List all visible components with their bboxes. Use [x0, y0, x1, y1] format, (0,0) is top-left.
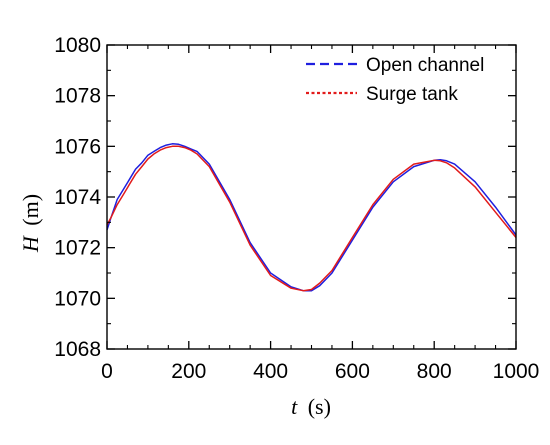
x-tick-label: 0	[101, 360, 113, 383]
y-axis-title: H (m)	[18, 194, 43, 253]
x-tick-label: 400	[253, 360, 288, 383]
y-axis-var: H	[18, 235, 43, 253]
legend-label-surge-tank: Surge tank	[366, 84, 458, 105]
x-tick-label: 600	[335, 360, 370, 383]
y-axis-unit: (m)	[18, 194, 43, 226]
legend-label-open-channel: Open channel	[366, 55, 484, 76]
y-tick-label: 1072	[54, 237, 101, 260]
series-line-open-channel	[106, 143, 517, 292]
x-axis-var: t	[291, 394, 298, 419]
axis-layer	[106, 44, 517, 350]
x-axis-title: t (s)	[291, 394, 331, 419]
y-tick-label: 1076	[54, 135, 101, 158]
x-tick-label: 200	[171, 360, 206, 383]
x-axis-unit: (s)	[308, 394, 331, 419]
y-tick-label: 1070	[54, 287, 101, 310]
y-tick-label: 1074	[54, 186, 101, 209]
y-tick-label: 1080	[54, 34, 101, 57]
series-layer	[106, 143, 517, 292]
y-tick-label: 1078	[54, 85, 101, 108]
x-tick-label: 1000	[493, 360, 540, 383]
tick-labels: 0 200 400 600 800 1000 1068 1070 1072 1074 1076 107…	[54, 34, 539, 383]
y-tick-label: 1068	[54, 338, 101, 361]
series-line-surge-tank	[106, 145, 517, 292]
legend: Open channel Surge tank	[306, 55, 484, 105]
x-tick-label: 800	[417, 360, 452, 383]
